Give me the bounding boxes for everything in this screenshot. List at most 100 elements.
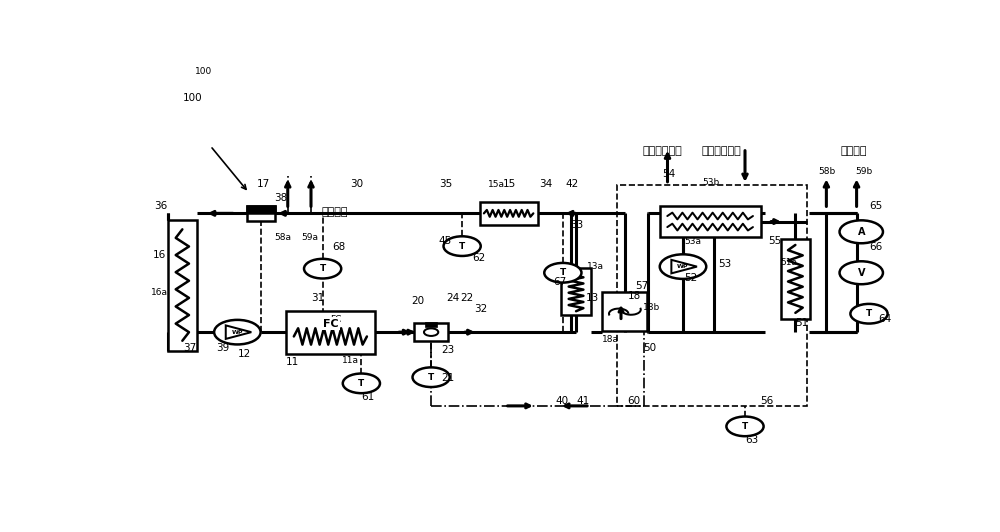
Text: 12: 12 — [237, 349, 251, 359]
Text: V: V — [858, 268, 865, 278]
Text: T: T — [459, 242, 465, 251]
Circle shape — [424, 328, 438, 336]
Text: 67: 67 — [553, 277, 566, 287]
Text: WP: WP — [677, 264, 689, 269]
Text: T: T — [428, 373, 434, 382]
Text: 18b: 18b — [643, 303, 660, 312]
Text: 13a: 13a — [587, 262, 604, 271]
Text: 18: 18 — [628, 292, 641, 302]
Text: 66: 66 — [869, 242, 882, 252]
Text: 24: 24 — [447, 294, 460, 303]
Text: 31: 31 — [311, 294, 324, 303]
Text: 23: 23 — [441, 345, 454, 355]
Text: 52: 52 — [685, 273, 698, 283]
Text: 18a: 18a — [602, 336, 619, 344]
Text: 34: 34 — [540, 179, 553, 189]
Text: 33: 33 — [571, 220, 584, 230]
Text: 32: 32 — [474, 304, 487, 314]
Text: 13: 13 — [586, 294, 599, 303]
Text: 51a: 51a — [780, 257, 797, 267]
Text: T: T — [866, 309, 872, 318]
Text: FC: FC — [323, 319, 338, 329]
Circle shape — [850, 304, 888, 323]
Bar — [602, 292, 647, 331]
Text: T: T — [320, 264, 326, 273]
Bar — [286, 311, 375, 354]
Text: 55: 55 — [768, 236, 782, 246]
Text: 57: 57 — [635, 281, 648, 291]
Text: 53a: 53a — [685, 237, 702, 246]
Bar — [480, 202, 538, 225]
Text: 50: 50 — [643, 343, 656, 353]
Text: 59a: 59a — [302, 233, 319, 242]
Text: 37: 37 — [183, 343, 196, 353]
Text: 16a: 16a — [151, 288, 168, 297]
Text: 11a: 11a — [342, 356, 359, 365]
Text: FC: FC — [323, 319, 338, 329]
Circle shape — [343, 373, 380, 393]
Text: 38: 38 — [275, 193, 288, 203]
Text: 42: 42 — [565, 179, 578, 189]
Text: 35: 35 — [439, 179, 452, 189]
Circle shape — [304, 259, 341, 278]
Text: T: T — [358, 379, 364, 388]
Text: 59b: 59b — [855, 168, 872, 177]
Text: 100: 100 — [183, 93, 203, 103]
Circle shape — [444, 236, 481, 256]
Text: 11: 11 — [286, 357, 299, 367]
Text: 54: 54 — [662, 169, 675, 179]
Text: 51: 51 — [795, 318, 809, 328]
Text: 68: 68 — [333, 242, 346, 252]
Bar — [247, 206, 275, 213]
Circle shape — [413, 368, 450, 387]
Bar — [425, 322, 437, 327]
Text: 21: 21 — [441, 373, 454, 384]
Text: 65: 65 — [869, 201, 882, 211]
Text: 去往电机: 去往电机 — [321, 207, 348, 218]
Circle shape — [544, 263, 581, 282]
Text: 17: 17 — [257, 179, 270, 189]
Text: 62: 62 — [472, 253, 485, 263]
Circle shape — [840, 220, 883, 243]
Text: 来自空调设备: 来自空调设备 — [702, 146, 742, 156]
Circle shape — [726, 417, 764, 436]
Bar — [247, 206, 275, 221]
Text: WP: WP — [232, 330, 243, 335]
Text: 58b: 58b — [819, 168, 836, 177]
Text: 去往电机: 去往电机 — [840, 146, 867, 156]
Bar — [660, 206, 761, 237]
Bar — [781, 239, 810, 319]
Bar — [414, 323, 448, 341]
Text: 15: 15 — [503, 179, 516, 189]
Text: 100: 100 — [195, 67, 212, 76]
Text: 30: 30 — [350, 179, 363, 189]
Text: 63: 63 — [745, 435, 758, 445]
Bar — [168, 220, 197, 351]
Text: T: T — [742, 422, 748, 431]
Text: 64: 64 — [878, 314, 892, 324]
Circle shape — [214, 320, 261, 344]
Text: 20: 20 — [412, 296, 425, 305]
Text: 56: 56 — [761, 396, 774, 406]
Text: 53b: 53b — [702, 178, 720, 187]
Text: 40: 40 — [555, 396, 568, 406]
Text: 22: 22 — [460, 294, 473, 303]
Text: 60: 60 — [627, 396, 640, 406]
Text: 15a: 15a — [488, 180, 505, 189]
Text: 58a: 58a — [275, 233, 292, 242]
Circle shape — [660, 254, 706, 279]
Text: 去往空调设备: 去往空调设备 — [642, 146, 682, 156]
Circle shape — [840, 261, 883, 284]
Bar — [561, 268, 591, 315]
Bar — [617, 185, 807, 406]
Text: 53: 53 — [718, 259, 731, 269]
Text: T: T — [560, 268, 566, 277]
Text: 45: 45 — [439, 236, 452, 246]
Text: A: A — [858, 227, 865, 237]
Text: 41: 41 — [577, 396, 590, 406]
Text: FC: FC — [330, 315, 342, 324]
Text: 16: 16 — [153, 251, 166, 261]
Text: 36: 36 — [154, 201, 168, 211]
Text: 61: 61 — [361, 392, 375, 402]
Text: 39: 39 — [216, 343, 229, 353]
